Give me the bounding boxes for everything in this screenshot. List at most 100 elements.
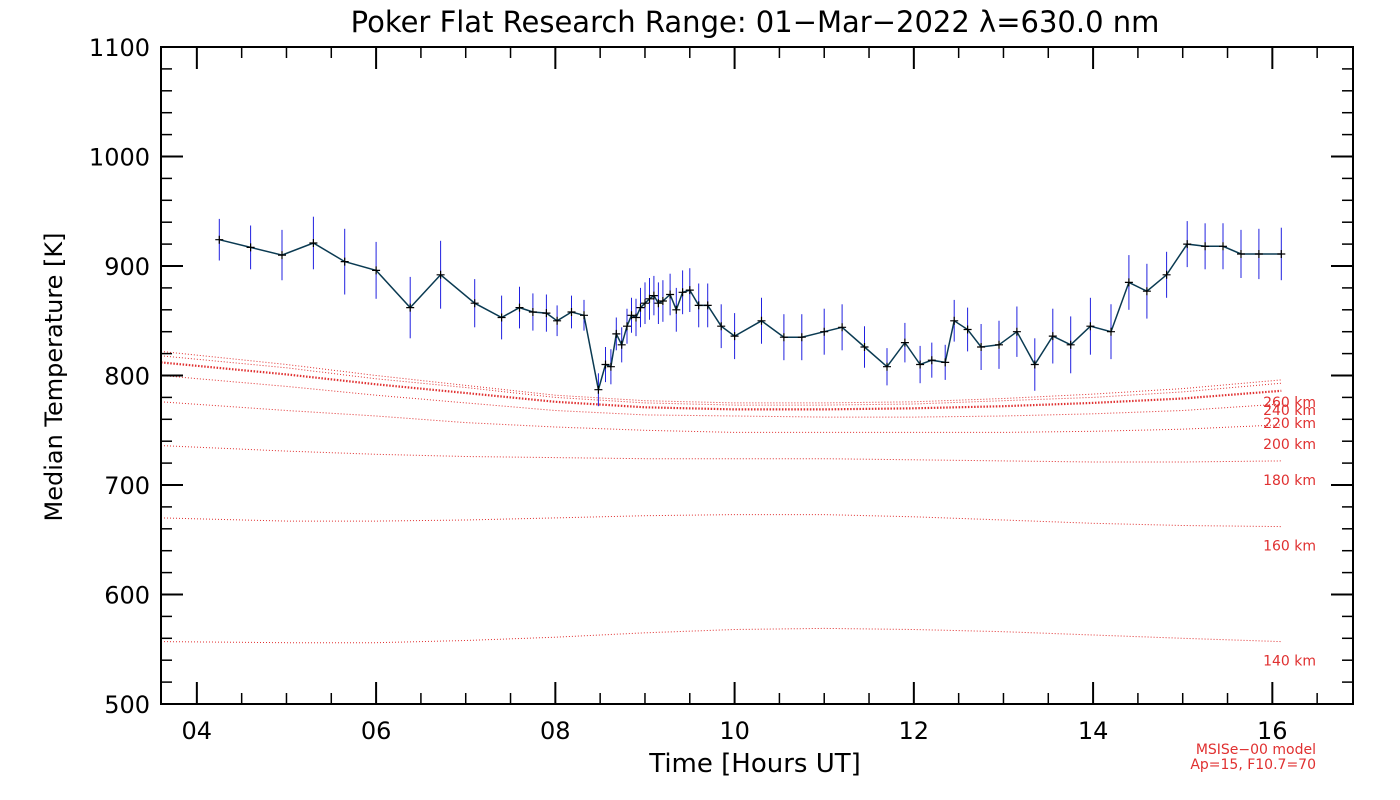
data-point [606,362,615,371]
y-tick-label: 1000 [89,144,150,172]
data-point [553,316,562,325]
data-point [623,322,631,331]
data-point [1277,250,1286,258]
data-point [627,311,636,320]
model-curve-label: 260 km [1263,395,1316,411]
x-tick-label: 16 [1257,717,1288,745]
data-point [797,333,806,342]
x-tick-label: 10 [719,717,750,745]
data-point [1254,250,1263,258]
y-tick-label: 900 [104,253,150,281]
data-point [666,290,675,299]
y-axis-label: Median Temperature [K] [40,232,68,521]
data-point [309,239,318,247]
data-point [820,327,829,336]
data-point [1237,250,1245,258]
data-point [672,305,681,314]
data-point [372,266,381,275]
data-point [470,299,479,308]
data-point [963,325,972,334]
model-note-line: MSISe−00 model [1196,742,1316,758]
data-point [678,288,687,297]
model-curve-label: 200 km [1263,437,1316,453]
data-point [1219,242,1227,251]
chart-title: Poker Flat Research Range: 01−Mar−2022 λ… [351,5,1160,39]
x-axis-label: Time [Hours UT] [648,749,861,779]
data-point [1012,327,1021,336]
data-point [278,251,286,260]
tick-labels: 04 06 08 10 12 14 16 500 600 700 800 900 1000 1100 [89,34,1288,745]
y-tick-label: 700 [104,472,150,500]
data-point [641,299,649,308]
data-point [1048,332,1057,341]
y-tick-label: 600 [104,582,150,610]
model-curve [160,401,1282,433]
data-point [580,311,588,320]
data-point [860,343,869,351]
data-point [838,323,847,332]
model-note-line: Ap=15, F10.7=70 [1190,757,1316,773]
data-point [632,313,640,322]
data-point [658,297,667,305]
model-curve-label: 140 km [1263,654,1316,670]
model-curve-label: 160 km [1263,539,1316,555]
data-point [900,338,909,347]
model-curve [160,361,1282,411]
data-point [1086,322,1095,331]
axis-ticks [161,46,1353,705]
data-point [515,303,524,312]
x-tick-label: 06 [361,717,392,745]
data-point [567,308,576,316]
data-point [703,301,712,310]
model-curve [160,514,1282,528]
data-point [649,291,658,300]
data-point [246,243,255,252]
model-curve [160,627,1282,644]
data-point [617,340,626,349]
data-point [340,257,349,266]
data-point [730,332,739,341]
data-point [941,358,950,367]
data-series [215,216,1286,407]
data-point [1124,278,1133,287]
data-point [594,385,603,394]
data-point [654,299,663,308]
data-point [1183,240,1192,249]
x-tick-label: 08 [540,717,571,745]
model-curve [160,355,1282,406]
data-point [1107,327,1115,336]
data-point [636,303,645,312]
y-tick-label: 500 [104,691,150,719]
data-point [1030,360,1039,369]
x-tick-label: 12 [899,717,930,745]
data-point [694,301,703,310]
data-point [612,329,621,338]
model-curve-label: 220 km [1263,416,1316,432]
x-tick-label: 04 [182,717,213,745]
data-point [950,316,959,325]
model-curve [160,350,1282,404]
data-point [645,294,654,303]
data-point [1162,270,1171,279]
data-point [717,322,726,331]
x-tick-label: 14 [1078,717,1109,745]
data-point [779,333,788,342]
model-curve [160,375,1282,418]
data-point [995,340,1003,349]
data-point [757,316,766,325]
y-tick-label: 1100 [89,34,150,62]
data-point [916,360,925,369]
data-point [215,235,224,244]
data-point [601,360,610,369]
data-point [542,309,551,318]
data-point [1201,242,1210,251]
model-curve-label: 180 km [1263,473,1316,489]
data-point [1066,340,1075,349]
data-point [977,343,986,351]
model-curve-label: 240 km [1263,403,1316,419]
data-point [927,356,936,365]
